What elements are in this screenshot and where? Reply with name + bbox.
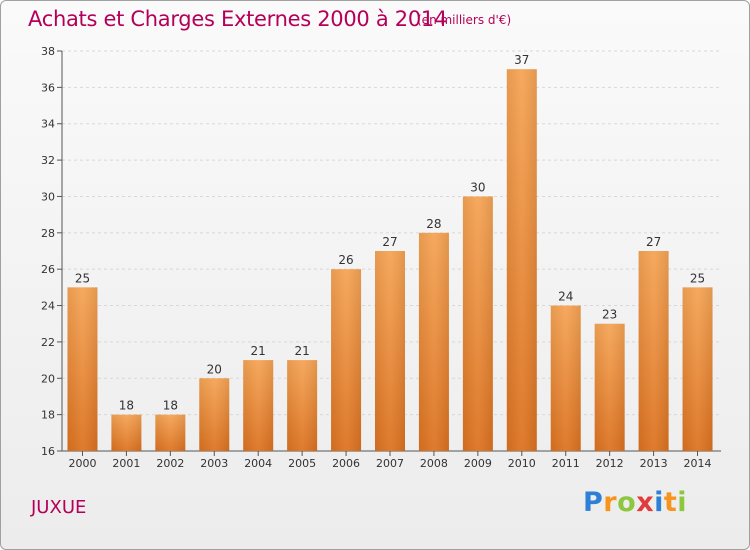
bar-shade <box>375 251 405 451</box>
x-tick-label: 2003 <box>200 457 228 470</box>
bar-value-label: 21 <box>294 344 309 358</box>
bar-shade <box>550 305 581 451</box>
y-tick-label: 20 <box>41 372 55 385</box>
commune-name: JUXUE <box>31 497 87 518</box>
bar-value-label: 30 <box>470 180 485 194</box>
y-tick-label: 30 <box>41 190 55 203</box>
bar-shade <box>199 378 230 451</box>
y-tick-label: 18 <box>41 409 55 422</box>
bar-value-label: 18 <box>119 399 134 413</box>
x-tick-label: 2012 <box>596 457 624 470</box>
bar-value-label: 27 <box>646 235 661 249</box>
logo-letter: o <box>617 487 637 518</box>
logo-letter: r <box>603 487 618 518</box>
logo-letter: i <box>654 487 664 518</box>
y-tick-label: 24 <box>41 300 55 313</box>
x-tick-label: 2008 <box>420 457 448 470</box>
y-tick-label: 26 <box>41 263 55 276</box>
x-tick-label: 2007 <box>376 457 404 470</box>
bar-value-label: 26 <box>338 253 353 267</box>
bar-shade <box>67 287 98 451</box>
x-tick-label: 2014 <box>684 457 712 470</box>
bar-shade <box>418 232 449 451</box>
logo-letter: i <box>677 487 688 518</box>
x-tick-label: 2006 <box>332 457 360 470</box>
x-tick-label: 2013 <box>640 457 668 470</box>
x-tick-label: 2002 <box>156 457 184 470</box>
axis-layer: 16 18 20 22 24 26 28 30 32 34 36 38 <box>41 45 721 458</box>
logo-letter: P <box>583 487 604 518</box>
y-tick-label: 36 <box>41 81 55 94</box>
bar-layer <box>67 69 713 451</box>
bar-value-label: 18 <box>163 399 178 413</box>
bar-shade <box>682 287 713 451</box>
bar-shade <box>462 196 493 451</box>
y-tick-label: 22 <box>41 336 55 349</box>
x-tick-label: 2011 <box>552 457 580 470</box>
bar-value-label: 28 <box>426 217 441 231</box>
bar-value-label: 21 <box>251 344 266 358</box>
proxiti-logo: Proxiti <box>583 487 687 518</box>
label-layer: 25 2000 18 2001 18 2002 20 2003 21 2004 21 2005 26 20… <box>68 53 711 470</box>
bar-shade <box>638 251 669 451</box>
bar-value-label: 25 <box>75 271 90 285</box>
bar-shade <box>155 414 186 451</box>
chart-title: Achats et Charges Externes 2000 à 2014 <box>28 7 448 31</box>
chart-subtitle: (en milliers d'€) <box>417 13 512 27</box>
bar-shade <box>243 360 274 451</box>
x-tick-label: 2000 <box>68 457 96 470</box>
logo-letter: t <box>663 487 678 518</box>
logo-letter: x <box>636 487 655 518</box>
bar-value-label: 37 <box>514 53 529 67</box>
bar-value-label: 20 <box>207 362 222 376</box>
x-tick-label: 2005 <box>288 457 316 470</box>
x-tick-label: 2004 <box>244 457 272 470</box>
x-tick-label: 2009 <box>464 457 492 470</box>
bar-shade <box>506 69 537 451</box>
bar-value-label: 27 <box>382 235 397 249</box>
x-tick-label: 2001 <box>112 457 140 470</box>
bar-value-label: 24 <box>558 290 573 304</box>
bar-shade <box>331 269 362 451</box>
bar-shade <box>287 360 318 451</box>
bar-shade <box>594 323 625 451</box>
bar-shade <box>111 414 142 451</box>
y-tick-label: 32 <box>41 154 55 167</box>
y-tick-label: 16 <box>41 445 55 458</box>
x-tick-label: 2010 <box>508 457 536 470</box>
y-tick-label: 28 <box>41 227 55 240</box>
y-tick-label: 38 <box>41 45 55 58</box>
bar-value-label: 23 <box>602 308 617 322</box>
y-tick-label: 34 <box>41 118 55 131</box>
bar-value-label: 25 <box>690 271 705 285</box>
